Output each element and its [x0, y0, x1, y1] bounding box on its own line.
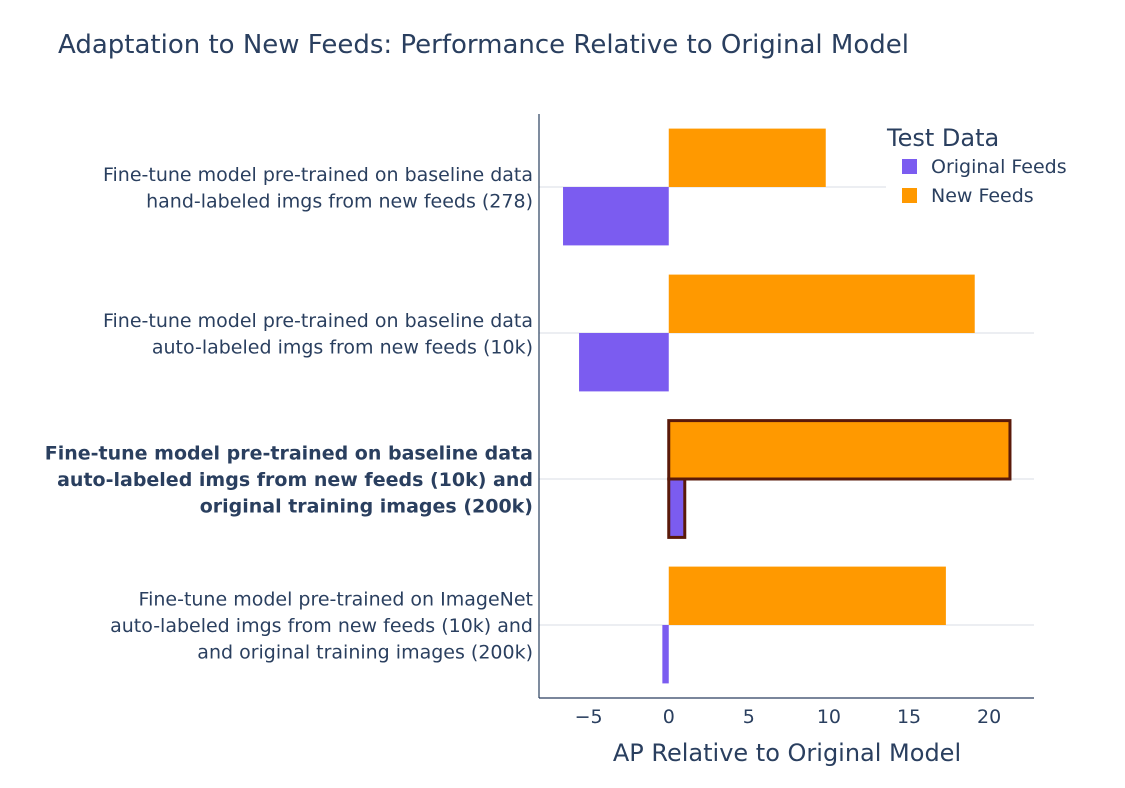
x-axis-label: AP Relative to Original Model	[613, 739, 961, 767]
bar-new-feeds	[668, 274, 975, 333]
y-tick-label: Fine-tune model pre-trained on ImageNet a…	[110, 589, 533, 664]
x-tick-labels: −5 0 5 10 15 20	[575, 706, 1002, 728]
bar-original-feeds	[667, 477, 687, 539]
bar-new-feeds	[668, 566, 946, 625]
y-tick-label-line: Fine-tune model pre-trained on baseline …	[103, 310, 533, 332]
bar-new-feeds	[667, 419, 1012, 481]
y-tick-label-line: Fine-tune model pre-trained on baseline …	[103, 164, 533, 186]
gridlines	[539, 186, 1034, 626]
bar-original-feeds	[563, 187, 669, 246]
x-tick-label: 0	[663, 706, 675, 728]
y-tick-label-line: and original training images (200k)	[197, 642, 533, 664]
y-tick-label-line: Fine-tune model pre-trained on ImageNet	[139, 589, 533, 611]
legend-item-label: Original Feeds	[931, 156, 1067, 178]
y-tick-label-line: auto-labeled imgs from new feeds (10k)	[152, 336, 533, 358]
y-tick-label-line: auto-labeled imgs from new feeds (10k) a…	[110, 615, 533, 637]
bar-new-feeds	[668, 128, 826, 187]
x-tick-label: 20	[977, 706, 1001, 728]
y-tick-labels: Fine-tune model pre-trained on baseline …	[45, 164, 533, 664]
bar-original-feeds	[579, 333, 669, 392]
legend-swatch	[902, 159, 917, 174]
y-tick-label: Fine-tune model pre-trained on baseline …	[45, 443, 533, 518]
legend-title: Test Data	[886, 124, 999, 152]
legend-swatch	[902, 188, 917, 203]
x-tick-label: 5	[743, 706, 755, 728]
axes	[538, 114, 1034, 699]
y-tick-label-line: original training images (200k)	[200, 496, 533, 518]
x-tick-label: 15	[897, 706, 921, 728]
bar-original-feeds	[662, 625, 669, 684]
x-tick-label: −5	[575, 706, 603, 728]
x-tick-label: 10	[817, 706, 841, 728]
legend: Test Data Original Feeds New Feeds	[886, 124, 1067, 212]
bars	[563, 128, 1012, 684]
chart-title: Adaptation to New Feeds: Performance Rel…	[58, 30, 909, 60]
y-tick-label-line: hand-labeled imgs from new feeds (278)	[146, 190, 533, 212]
y-tick-label: Fine-tune model pre-trained on baseline …	[103, 164, 533, 213]
y-tick-label-line: Fine-tune model pre-trained on baseline …	[45, 443, 533, 465]
legend-item-label: New Feeds	[931, 185, 1034, 207]
y-tick-label: Fine-tune model pre-trained on baseline …	[103, 310, 533, 359]
y-tick-label-line: auto-labeled imgs from new feeds (10k) a…	[57, 469, 533, 491]
